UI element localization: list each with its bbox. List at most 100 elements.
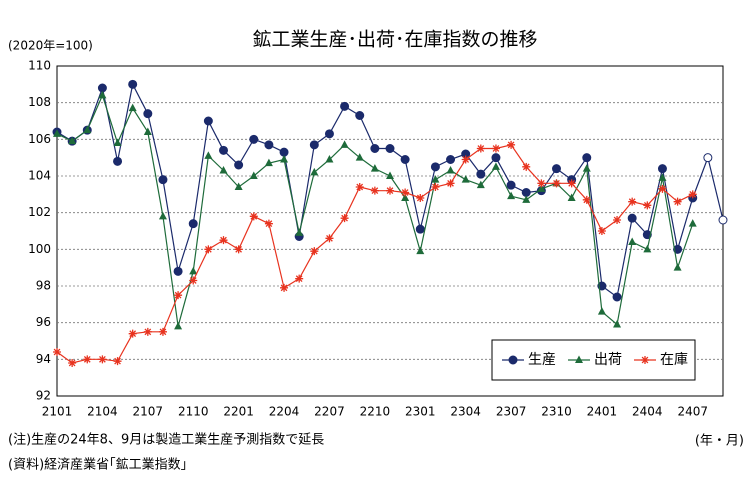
- marker: [189, 276, 198, 285]
- marker: [68, 359, 77, 367]
- marker: [658, 173, 667, 181]
- marker: [113, 156, 123, 166]
- marker: [370, 164, 379, 172]
- x-tick-label: 2401: [587, 405, 618, 419]
- marker: [128, 79, 138, 89]
- y-tick-label: 98: [36, 279, 51, 293]
- marker: [642, 230, 652, 240]
- marker: [174, 321, 183, 330]
- marker: [416, 246, 425, 255]
- marker: [53, 129, 61, 137]
- marker: [310, 167, 319, 176]
- x-tick-label: 2204: [269, 405, 300, 419]
- marker: [582, 153, 592, 163]
- marker: [83, 355, 92, 364]
- marker: [491, 153, 501, 163]
- marker: [325, 234, 334, 243]
- marker: [703, 153, 713, 163]
- marker: [430, 162, 440, 172]
- marker: [249, 212, 258, 221]
- marker: [461, 155, 470, 164]
- marker: [688, 190, 697, 199]
- y-tick-label: 102: [28, 205, 51, 219]
- x-tick-label: 2101: [42, 405, 73, 419]
- y-tick-label: 108: [28, 95, 51, 109]
- marker: [98, 90, 107, 99]
- marker: [158, 327, 167, 336]
- marker: [204, 245, 213, 254]
- y-unit: (2020年=100): [8, 39, 93, 53]
- marker: [234, 160, 244, 170]
- marker: [613, 216, 622, 224]
- x-tick-label: 2210: [360, 405, 391, 419]
- marker: [537, 179, 546, 188]
- marker: [219, 236, 228, 245]
- marker: [673, 244, 683, 254]
- legend-marker: [641, 356, 649, 364]
- series-line: [56, 144, 693, 364]
- marker: [234, 245, 243, 254]
- legend-marker: [508, 355, 518, 365]
- marker: [401, 193, 410, 201]
- y-tick-label: 96: [36, 315, 51, 329]
- legend-box: [491, 339, 696, 381]
- marker: [507, 140, 516, 149]
- x-tick-label: 2107: [133, 405, 164, 419]
- marker: [113, 138, 122, 146]
- marker: [295, 274, 304, 283]
- marker: [340, 140, 349, 148]
- marker: [567, 193, 576, 201]
- marker: [415, 224, 425, 234]
- marker: [597, 307, 606, 315]
- marker: [597, 227, 606, 235]
- marker: [476, 169, 486, 179]
- x-tick-label: 2110: [178, 405, 209, 419]
- y-tick-label: 92: [36, 389, 51, 403]
- marker: [522, 162, 531, 171]
- legend-label: 在庫: [660, 351, 688, 368]
- marker: [264, 219, 273, 228]
- marker: [173, 266, 183, 276]
- legend-label: 出荷: [594, 352, 622, 368]
- marker: [386, 171, 394, 179]
- marker: [264, 158, 273, 167]
- marker: [219, 166, 228, 174]
- marker: [431, 175, 440, 183]
- marker: [68, 136, 77, 145]
- marker: [431, 183, 440, 191]
- x-tick-label: 2301: [405, 405, 436, 419]
- marker: [174, 291, 183, 300]
- y-tick-label: 100: [28, 242, 51, 256]
- marker: [189, 266, 198, 275]
- marker: [340, 214, 349, 223]
- marker: [673, 197, 682, 206]
- marker: [491, 144, 500, 153]
- x-tick-label: 2207: [314, 405, 345, 419]
- marker: [188, 219, 198, 229]
- marker: [158, 211, 167, 220]
- marker: [400, 155, 410, 164]
- marker: [355, 183, 364, 191]
- marker: [309, 140, 319, 150]
- y-tick-label: 104: [28, 169, 51, 183]
- marker: [203, 116, 213, 126]
- marker: [446, 155, 456, 164]
- x-tick-label: 2407: [677, 405, 708, 419]
- x-tick-label: 2310: [541, 405, 572, 419]
- y-tick-label: 94: [36, 352, 51, 366]
- marker: [219, 145, 228, 155]
- marker: [612, 292, 622, 302]
- marker: [628, 197, 637, 206]
- marker: [370, 186, 379, 195]
- marker: [718, 215, 728, 225]
- note: (注)生産の24年8、9月は製造工業生産予測指数で延長: [8, 432, 324, 448]
- marker: [158, 175, 168, 185]
- marker: [385, 144, 395, 153]
- marker: [97, 83, 107, 93]
- marker: [613, 320, 622, 328]
- marker: [582, 164, 591, 172]
- marker: [295, 228, 304, 236]
- marker: [552, 164, 561, 174]
- marker: [355, 153, 364, 161]
- marker: [476, 180, 485, 189]
